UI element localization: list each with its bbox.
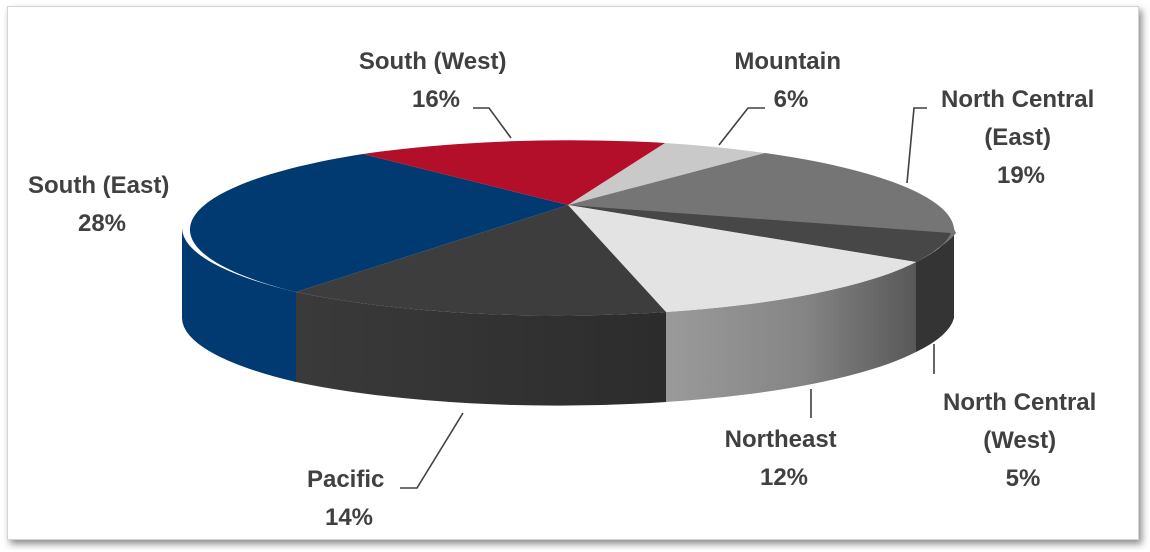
slice-northeast bbox=[568, 205, 916, 312]
label-north-central-east-value: 19% bbox=[997, 162, 1045, 189]
label-north-central-east-sub: (East) bbox=[984, 124, 1051, 151]
label-north-central-east-name: North Central bbox=[941, 86, 1094, 113]
label-south-west-name: South (West) bbox=[359, 48, 507, 75]
label-pacific-name: Pacific bbox=[307, 466, 384, 493]
chart-frame: South (West) 16% Mountain 6% North Centr… bbox=[7, 6, 1139, 540]
label-south-east: South (East) 28% bbox=[28, 172, 176, 237]
label-north-central-west: North Central (West) 5% bbox=[943, 389, 1103, 492]
north-central-west-side bbox=[916, 228, 954, 352]
label-northeast: Northeast 12% bbox=[725, 426, 844, 491]
label-mountain-value: 6% bbox=[774, 86, 809, 113]
label-mountain-name: Mountain bbox=[734, 48, 841, 75]
slice-pacific bbox=[296, 205, 666, 316]
pie-top bbox=[189, 140, 956, 316]
leader-south-west bbox=[473, 107, 512, 139]
label-north-central-west-value: 5% bbox=[1006, 465, 1041, 492]
leader-pacific bbox=[400, 412, 464, 489]
slice-north-central-west bbox=[568, 205, 951, 262]
slice-south-east bbox=[189, 154, 568, 292]
label-northeast-name: Northeast bbox=[725, 426, 837, 453]
label-south-east-name: South (East) bbox=[28, 172, 169, 199]
leader-lines bbox=[400, 107, 935, 489]
leader-mountain bbox=[718, 107, 765, 146]
pie-chart: South (West) 16% Mountain 6% North Centr… bbox=[28, 48, 1103, 531]
northeast-side bbox=[666, 262, 916, 402]
pie-sides bbox=[182, 228, 954, 406]
label-north-central-west-name: North Central bbox=[943, 389, 1096, 416]
label-northeast-value: 12% bbox=[760, 464, 808, 491]
label-south-west: South (West) 16% bbox=[359, 48, 513, 113]
label-north-central-east: North Central (East) 19% bbox=[941, 86, 1101, 189]
data-labels: South (West) 16% Mountain 6% North Centr… bbox=[28, 48, 1103, 531]
label-south-east-value: 28% bbox=[78, 210, 126, 237]
label-north-central-west-sub: (West) bbox=[983, 427, 1056, 454]
pacific-side bbox=[296, 292, 666, 406]
label-pacific-value: 14% bbox=[325, 504, 373, 531]
slice-mountain bbox=[568, 143, 765, 205]
label-south-west-value: 16% bbox=[412, 86, 460, 113]
label-mountain: Mountain 6% bbox=[734, 48, 847, 113]
slice-south-west bbox=[363, 140, 665, 205]
label-pacific: Pacific 14% bbox=[307, 466, 391, 531]
leader-north-central-east bbox=[906, 107, 927, 184]
south-east-side bbox=[182, 228, 296, 382]
